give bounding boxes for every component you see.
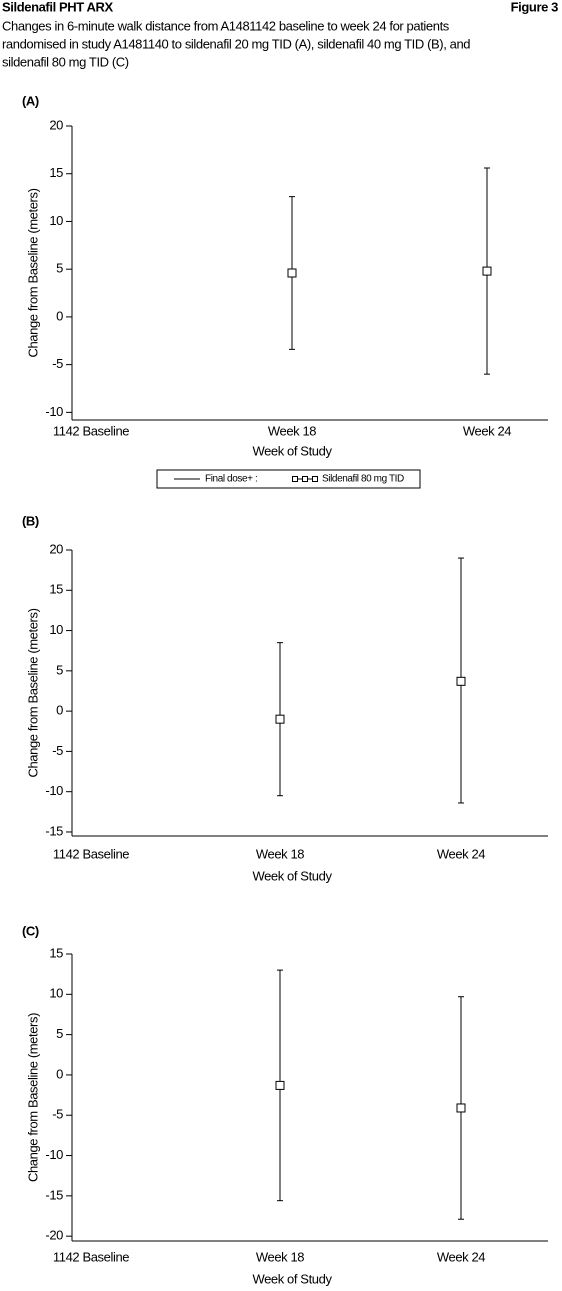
y-tick-label: 10 — [49, 622, 63, 637]
legend-symbol — [292, 476, 298, 482]
x-axis-label: Week of Study — [252, 1271, 332, 1286]
x-tick-label: 1142 Baseline — [53, 846, 129, 861]
y-tick-label: 0 — [56, 703, 63, 718]
point — [275, 1080, 285, 1090]
y-tick-label: -15 — [45, 1187, 63, 1202]
point — [275, 714, 285, 724]
y-tick-label: 5 — [56, 261, 63, 276]
y-tick-label: 5 — [56, 662, 63, 677]
y-tick-label: -10 — [45, 783, 63, 798]
point — [287, 268, 297, 278]
y-tick-label: 10 — [49, 213, 63, 228]
x-tick-label: Week 24 — [437, 846, 485, 861]
y-axis-label: Change from Baseline (meters) — [25, 1013, 40, 1182]
caption: sildenafil 80 mg TID (C) — [2, 54, 129, 69]
doc-title: Sildenafil PHT ARX — [2, 0, 114, 14]
y-axis-label: Change from Baseline (meters) — [25, 188, 40, 357]
point — [456, 1103, 466, 1113]
panel-label: (C) — [22, 923, 39, 938]
y-tick-label: -5 — [52, 1107, 63, 1122]
legend-symbol — [302, 476, 308, 482]
y-tick-label: -5 — [52, 743, 63, 758]
panel-label: (B) — [22, 513, 39, 528]
y-tick-label: -5 — [52, 356, 63, 371]
legend-label: Sildenafil 80 mg TID — [322, 474, 404, 485]
y-tick-label: 0 — [56, 1066, 63, 1081]
legend-symbol — [312, 476, 318, 482]
y-tick-label: -15 — [45, 823, 63, 838]
y-tick-label: 0 — [56, 308, 63, 323]
y-tick-label: 5 — [56, 1026, 63, 1041]
x-tick-label: Week 18 — [268, 423, 316, 438]
x-tick-label: Week 18 — [256, 1249, 304, 1264]
caption: randomised in study A1481140 to sildenaf… — [2, 36, 470, 51]
y-tick-label: 10 — [49, 986, 63, 1001]
y-tick-label: 15 — [49, 165, 63, 180]
x-tick-label: 1142 Baseline — [53, 1249, 129, 1264]
y-tick-label: -10 — [45, 1147, 63, 1162]
x-axis-label: Week of Study — [252, 443, 332, 458]
y-tick-label: -10 — [45, 404, 63, 419]
y-tick-label: 15 — [49, 582, 63, 597]
legend-box — [156, 469, 421, 489]
x-axis-label: Week of Study — [252, 868, 332, 883]
point — [482, 266, 492, 276]
x-tick-label: Week 24 — [437, 1249, 485, 1264]
x-tick-label: 1142 Baseline — [53, 423, 129, 438]
figure-number: Figure 3 — [511, 0, 559, 14]
x-tick-label: Week 24 — [463, 423, 511, 438]
point — [456, 676, 466, 686]
y-tick-label: 20 — [49, 541, 63, 556]
panel-label: (A) — [22, 93, 39, 108]
legend-title: Final dose+ : — [205, 474, 257, 485]
x-tick-label: Week 18 — [256, 846, 304, 861]
y-tick-label: -20 — [45, 1228, 63, 1243]
y-tick-label: 15 — [49, 945, 63, 960]
y-axis-label: Change from Baseline (meters) — [25, 608, 40, 777]
y-tick-label: 20 — [49, 117, 63, 132]
caption: Changes in 6-minute walk distance from A… — [2, 18, 450, 33]
